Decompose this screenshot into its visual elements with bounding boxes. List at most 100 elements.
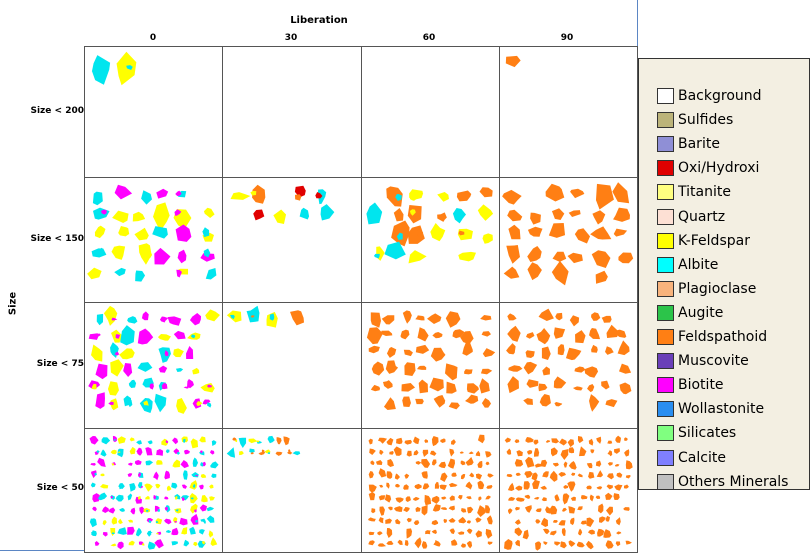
particle (139, 397, 153, 414)
legend-item-barite: Barite (657, 134, 720, 154)
particle (320, 204, 335, 221)
legend-swatch-icon (657, 112, 674, 129)
particle (563, 461, 568, 468)
particle (386, 186, 403, 207)
particle (605, 506, 614, 516)
legend-swatch-icon (657, 425, 674, 442)
particle (515, 539, 520, 547)
particle (588, 438, 594, 446)
particle (256, 440, 260, 443)
particle (157, 508, 161, 512)
particle (137, 328, 154, 345)
particle (407, 204, 422, 224)
particle (400, 329, 410, 340)
particle (475, 473, 483, 480)
particle-image (226, 305, 305, 328)
particle (126, 65, 133, 71)
particle (156, 532, 159, 535)
particle (173, 348, 184, 358)
particle (440, 507, 447, 511)
particle (408, 250, 427, 264)
particle (95, 333, 101, 337)
particle (438, 461, 447, 469)
particle (147, 440, 153, 445)
particle (553, 376, 567, 389)
particle (525, 350, 535, 358)
particle (190, 334, 196, 339)
particle-image (505, 55, 521, 68)
particle (132, 211, 146, 222)
particle (110, 398, 119, 411)
particle (130, 507, 136, 515)
particle (401, 383, 416, 392)
particle (563, 484, 569, 489)
particle (378, 495, 386, 501)
particle (211, 440, 217, 446)
particle (115, 334, 121, 339)
particle (507, 496, 516, 501)
particle (430, 347, 446, 362)
legend-item-quartz: Quartz (657, 207, 725, 227)
particle (172, 437, 179, 445)
particle (137, 450, 141, 455)
particle (605, 515, 610, 522)
particle (190, 497, 194, 500)
particle-image (366, 186, 494, 264)
particle (386, 482, 390, 489)
particle (138, 243, 152, 265)
particle (568, 461, 577, 470)
legend-item-sulfides: Sulfides (657, 110, 733, 130)
particle (449, 528, 455, 535)
particle (507, 508, 513, 515)
particle (209, 484, 214, 489)
particle (587, 384, 595, 393)
particle (570, 496, 576, 501)
particle (379, 506, 385, 516)
particle (378, 437, 388, 444)
particle (457, 531, 465, 535)
particle (460, 474, 466, 480)
particle (100, 473, 105, 477)
particle (542, 471, 549, 478)
particle (580, 520, 587, 525)
particle (119, 508, 125, 512)
particle (153, 202, 170, 232)
particle (276, 437, 282, 445)
particle (417, 365, 427, 370)
particle (421, 458, 431, 468)
particle (462, 341, 473, 356)
particle (508, 224, 521, 240)
particle (427, 313, 442, 325)
particle (477, 460, 483, 469)
particle (176, 269, 182, 278)
particle (175, 190, 182, 197)
particle (393, 446, 402, 456)
particle (558, 472, 567, 477)
particle (177, 249, 187, 264)
particle (615, 541, 621, 547)
particle (404, 539, 409, 547)
particle (585, 540, 594, 550)
particle (424, 494, 432, 506)
particle (515, 497, 525, 502)
particle (580, 495, 588, 500)
particle (97, 457, 106, 467)
particle (409, 193, 416, 201)
particle (165, 440, 169, 444)
particle (554, 541, 561, 546)
particle (239, 451, 244, 456)
legend-swatch-icon (657, 136, 674, 153)
particle (91, 485, 94, 487)
particle (117, 451, 121, 453)
legend-swatch-icon (657, 160, 674, 177)
particle (577, 506, 583, 511)
particle (117, 436, 126, 444)
particle (545, 440, 551, 443)
particle (464, 369, 473, 375)
particle (614, 464, 620, 467)
particle (110, 385, 116, 389)
particle (432, 459, 437, 466)
particle (523, 361, 538, 375)
row-label-50: Size < 50 (36, 483, 84, 493)
particle-image (506, 308, 632, 412)
